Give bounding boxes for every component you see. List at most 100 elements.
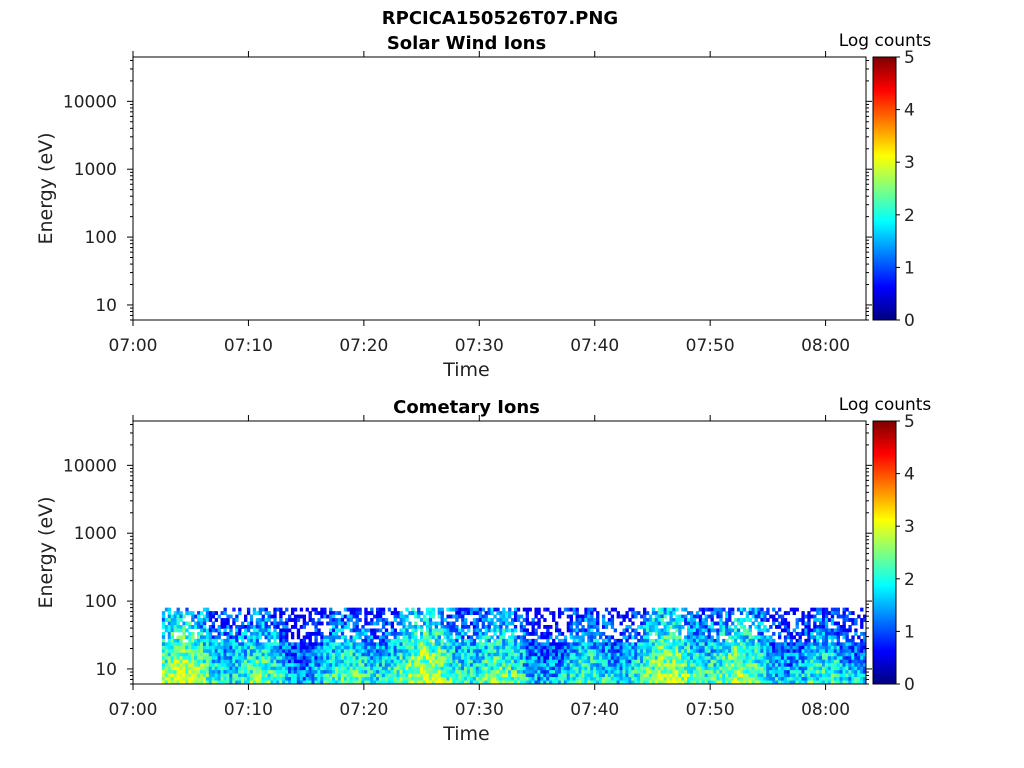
- heatmap-cell: [461, 666, 465, 671]
- heatmap-cell: [731, 670, 735, 674]
- heatmap-cell: [769, 666, 773, 671]
- heatmap-cell: [739, 638, 744, 643]
- heatmap-cell: [634, 645, 638, 650]
- heatmap-cell: [255, 680, 260, 685]
- heatmap-cell: [422, 618, 427, 622]
- heatmap-cell: [622, 635, 626, 640]
- heatmap-cell: [575, 656, 579, 661]
- heatmap-cell: [161, 614, 166, 619]
- heatmap-cell: [270, 680, 274, 685]
- heatmap-cell: [631, 673, 635, 678]
- heatmap-cell: [519, 638, 524, 643]
- heatmap-cell: [516, 652, 521, 657]
- heatmap-cell: [663, 625, 667, 629]
- heatmap-cell: [273, 635, 277, 640]
- heatmap-cell: [235, 663, 239, 668]
- heatmap-cell: [816, 666, 820, 671]
- heatmap-cell: [857, 649, 861, 654]
- heatmap-cell: [261, 673, 265, 678]
- heatmap-cell: [681, 677, 685, 681]
- heatmap-cell: [522, 680, 527, 685]
- heatmap-cell: [813, 621, 817, 626]
- heatmap-cell: [516, 614, 521, 619]
- heatmap-cell: [211, 642, 216, 647]
- heatmap-cell: [754, 677, 758, 681]
- heatmap-cell: [481, 614, 485, 619]
- heatmap-cell: [440, 659, 444, 664]
- heatmap-cell: [431, 677, 436, 681]
- heatmap-cell: [455, 670, 459, 674]
- heatmap-cell: [229, 656, 233, 661]
- heatmap-cell: [549, 663, 553, 668]
- heatmap-cell: [560, 673, 565, 678]
- heatmap-cell: [314, 607, 318, 612]
- heatmap-cell: [505, 670, 509, 674]
- heatmap-cell: [701, 642, 706, 647]
- heatmap-cell: [226, 673, 230, 678]
- heatmap-cell: [326, 659, 330, 664]
- heatmap-cell: [528, 666, 532, 671]
- heatmap-cell: [678, 642, 682, 647]
- heatmap-cell: [722, 649, 726, 654]
- heatmap-cell: [731, 635, 735, 640]
- heatmap-cell: [842, 677, 846, 681]
- heatmap-cell: [264, 628, 268, 633]
- heatmap-cell: [387, 677, 392, 681]
- heatmap-cell: [238, 680, 242, 685]
- heatmap-cell: [411, 673, 415, 678]
- heatmap-cell: [754, 607, 758, 612]
- heatmap-cell: [161, 635, 166, 640]
- heatmap-cell: [332, 628, 336, 633]
- heatmap-cell: [821, 621, 826, 626]
- heatmap-cell: [299, 625, 304, 629]
- heatmap-cell: [795, 659, 799, 664]
- heatmap-cell: [381, 656, 386, 661]
- heatmap-cell: [722, 670, 726, 674]
- heatmap-cell: [537, 673, 541, 678]
- heatmap-cell: [311, 670, 315, 674]
- heatmap-cell: [364, 621, 368, 626]
- heatmap-cell: [525, 621, 529, 626]
- heatmap-cell: [590, 680, 594, 685]
- heatmap-cell: [695, 680, 700, 685]
- heatmap-cell: [208, 628, 213, 633]
- heatmap-cell: [848, 670, 852, 674]
- heatmap-cell: [346, 638, 351, 643]
- heatmap-cell: [581, 680, 585, 685]
- heatmap-cell: [519, 635, 524, 640]
- heatmap-cell: [475, 642, 480, 647]
- heatmap-cell: [689, 670, 694, 674]
- heatmap-cell: [381, 652, 386, 657]
- heatmap-cell: [816, 638, 820, 643]
- heatmap-cell: [170, 670, 174, 674]
- heatmap-cell: [235, 659, 239, 664]
- heatmap-cell: [393, 652, 397, 657]
- heatmap-cell: [378, 614, 383, 619]
- heatmap-cell: [830, 614, 835, 619]
- heatmap-cell: [675, 663, 679, 668]
- heatmap-cell: [643, 645, 647, 650]
- heatmap-cell: [308, 614, 312, 619]
- heatmap-cell: [352, 666, 356, 671]
- heatmap-cell: [349, 614, 353, 619]
- heatmap-cell: [320, 631, 324, 636]
- heatmap-cell: [675, 614, 679, 619]
- heatmap-cell: [428, 607, 433, 612]
- heatmap-cell: [458, 666, 462, 671]
- heatmap-cell: [238, 673, 242, 678]
- heatmap-cell: [728, 649, 732, 654]
- heatmap-cell: [208, 614, 213, 619]
- heatmap-cell: [390, 663, 395, 668]
- heatmap-cell: [481, 631, 485, 636]
- heatmap-cell: [314, 611, 318, 615]
- heatmap-cell: [769, 656, 773, 661]
- heatmap-cell: [543, 631, 547, 636]
- heatmap-cell: [513, 628, 518, 633]
- heatmap-cell: [710, 663, 714, 668]
- heatmap-cell: [669, 631, 673, 636]
- heatmap-cell: [238, 659, 242, 664]
- heatmap-cell: [464, 673, 468, 678]
- heatmap-cell: [246, 656, 251, 661]
- heatmap-cell: [528, 673, 532, 678]
- heatmap-cell: [329, 628, 333, 633]
